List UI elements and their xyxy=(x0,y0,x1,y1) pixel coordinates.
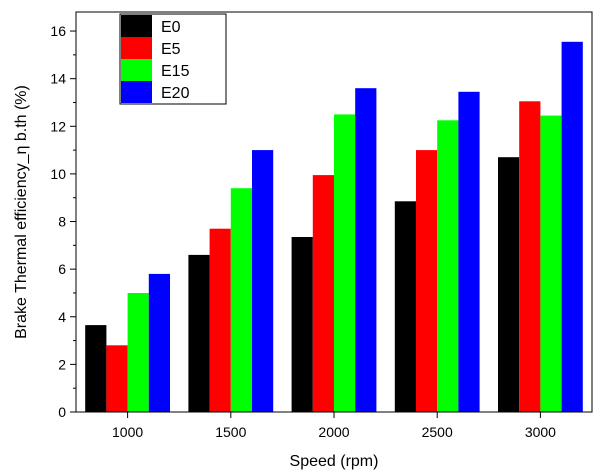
bar-E15-1500 xyxy=(230,188,252,412)
bar-E15-3000 xyxy=(540,115,562,412)
y-axis-ticks: 0 2 4 6 8 10 12 14 16 xyxy=(50,23,76,420)
bar-E0-1500 xyxy=(188,254,210,412)
bar-E5-1500 xyxy=(209,228,231,412)
y-tick-label: 10 xyxy=(50,166,66,182)
bar-E20-3000 xyxy=(561,41,583,413)
y-tick-label: 4 xyxy=(58,309,66,325)
bar-E0-2000 xyxy=(291,237,313,412)
y-tick-label: 16 xyxy=(50,23,66,39)
bar-E15-1000 xyxy=(127,293,149,412)
bar-E0-2500 xyxy=(394,201,416,412)
x-axis-title: Speed (rpm) xyxy=(290,453,379,470)
bar-E5-2000 xyxy=(312,175,334,412)
y-axis-title: Brake Thermal efficiency_η b.th (%) xyxy=(13,85,30,339)
y-tick-label: 14 xyxy=(50,71,66,87)
bar-E15-2500 xyxy=(437,120,459,413)
y-tick-label: 2 xyxy=(58,356,66,372)
x-axis-ticks: 1000 1500 2000 2500 3000 xyxy=(112,412,556,440)
bar-E5-3000 xyxy=(519,101,541,413)
legend-swatch-E0 xyxy=(121,15,152,37)
x-tick-label: 1000 xyxy=(112,424,143,440)
bar-E20-2500 xyxy=(458,91,480,413)
legend-label-E15: E15 xyxy=(161,63,190,80)
y-tick-label: 0 xyxy=(58,404,66,420)
x-tick-label: 2500 xyxy=(422,424,453,440)
bars-group xyxy=(85,41,583,413)
legend-label-E20: E20 xyxy=(161,85,190,102)
legend-swatch-E15 xyxy=(121,59,152,81)
y-tick-label: 12 xyxy=(50,118,66,134)
legend-swatch-E20 xyxy=(121,81,152,103)
bar-E5-1000 xyxy=(106,345,128,412)
legend-label-E5: E5 xyxy=(161,41,181,58)
bar-E15-2000 xyxy=(334,114,356,413)
plot-frame xyxy=(75,11,593,413)
bar-E0-1000 xyxy=(85,325,107,412)
x-tick-label: 2000 xyxy=(318,424,349,440)
legend: E0 E5 E15 E20 xyxy=(119,13,227,105)
bar-E20-2000 xyxy=(355,88,377,412)
y-tick-label: 8 xyxy=(58,214,66,230)
y-tick-label: 6 xyxy=(58,261,66,277)
bar-E0-3000 xyxy=(498,157,520,412)
bar-E20-1500 xyxy=(252,150,274,412)
x-tick-label: 1500 xyxy=(215,424,246,440)
bar-E5-2500 xyxy=(416,150,438,412)
bar-E20-1000 xyxy=(148,273,170,412)
legend-label-E0: E0 xyxy=(161,19,181,36)
legend-swatch-E5 xyxy=(121,37,152,59)
x-tick-label: 3000 xyxy=(525,424,556,440)
